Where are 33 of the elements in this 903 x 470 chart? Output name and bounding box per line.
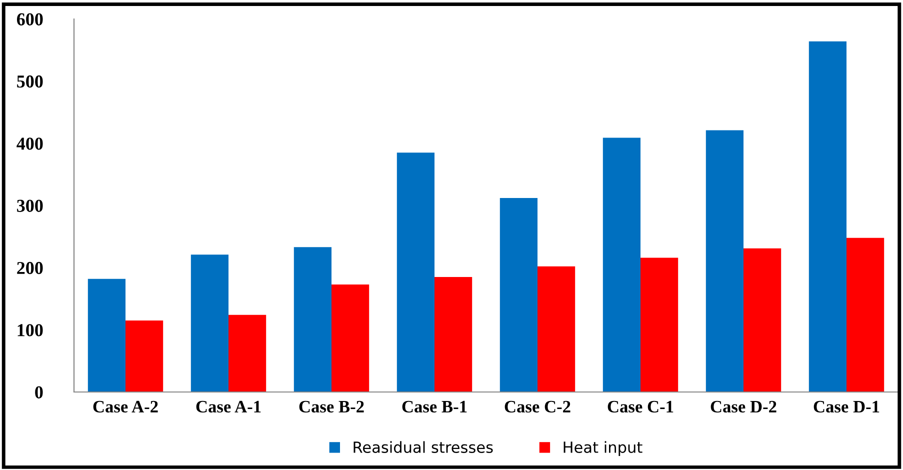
y-tick-label: 100 [18,324,43,336]
y-tick-label: 500 [17,75,43,88]
y-tick-label: 600 [16,13,43,26]
legend-label: Heat input [564,441,642,456]
x-tick-label: Case D-2 [710,400,776,413]
y-tick-label: 0 [35,386,43,398]
x-tick-label: Case C-1 [608,400,674,413]
x-tick-label: Case A-1 [196,400,261,413]
bar [332,284,370,392]
bar [706,130,744,392]
bar [190,254,228,392]
x-tick-label: Case B-1 [402,400,467,413]
legend-label: Reasidual stresses [354,441,493,454]
bar [500,198,538,392]
x-tick-label: Case B-2 [299,400,364,413]
bar [538,266,576,392]
bar [744,248,782,392]
x-tick-label: Case A-2 [93,400,158,413]
bar [126,320,164,392]
x-tick-label: Case D-1 [814,400,880,413]
y-tick-label: 200 [17,262,43,274]
bar [846,238,884,392]
bar [396,152,434,392]
bar [228,314,266,392]
y-tick-label: 400 [16,138,43,150]
bar [640,258,678,392]
bar [88,278,126,392]
bar [602,138,640,392]
x-tick-label: Case C-2 [504,400,570,413]
bar [434,276,472,392]
bar [294,247,332,392]
y-tick-label: 300 [17,200,43,212]
bar [808,41,846,392]
